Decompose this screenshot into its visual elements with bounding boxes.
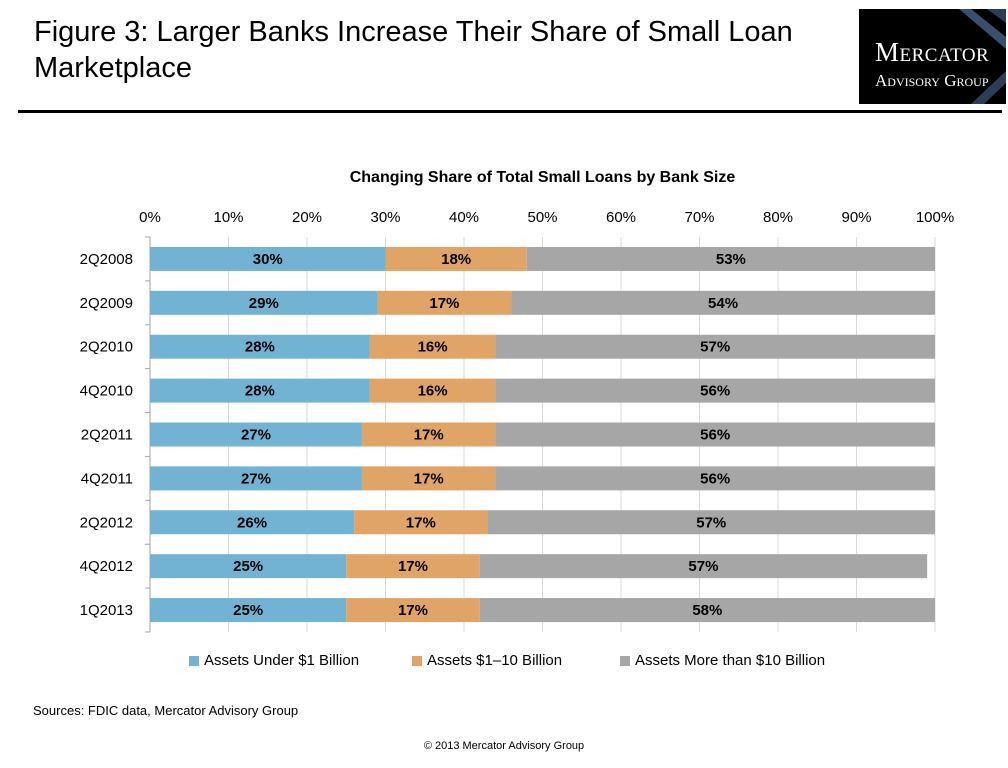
data-label: 57% <box>696 514 726 531</box>
bar-segment <box>361 466 496 491</box>
x-tick-label: 80% <box>763 209 793 226</box>
bar-segment <box>511 290 935 315</box>
category-label: 2Q2012 <box>80 514 133 531</box>
bar-segment <box>346 598 480 623</box>
bar-segment <box>369 378 496 403</box>
logo-line1: Mercator <box>875 37 990 67</box>
legend-label: Assets More than $10 Billion <box>635 652 826 669</box>
x-tick-label: 20% <box>292 209 322 226</box>
bar-segment <box>150 598 347 623</box>
data-label: 17% <box>414 427 444 444</box>
category-label: 1Q2013 <box>80 602 133 619</box>
category-label: 4Q2012 <box>80 558 133 575</box>
chart-legend: Assets Under $1 Billion Assets $1–10 Bill… <box>0 652 1008 672</box>
copyright-notice: © 2013 Mercator Advisory Group <box>423 740 585 752</box>
legend-swatch <box>189 655 199 666</box>
category-label: 4Q2010 <box>80 383 133 400</box>
x-tick-label: 0% <box>139 209 161 226</box>
legend-label: Assets Under $1 Billion <box>204 652 360 669</box>
bar-segment <box>150 290 378 315</box>
legend-item: Assets More than $10 Billion <box>620 652 825 669</box>
x-tick-label: 60% <box>606 209 636 226</box>
data-label: 57% <box>700 339 730 356</box>
data-label: 17% <box>414 470 444 487</box>
bar-segment <box>479 598 935 623</box>
category-label: 2Q2011 <box>81 427 133 444</box>
bar-segment <box>377 290 512 315</box>
data-label: 17% <box>429 295 459 312</box>
logo-x-mark-icon <box>959 9 1006 104</box>
data-label: 29% <box>249 295 279 312</box>
legend-item: Assets Under $1 Billion <box>189 652 359 669</box>
category-label: 2Q2009 <box>80 295 133 312</box>
logo-line2: Advisory Group <box>875 71 989 90</box>
bar-segment <box>346 554 480 579</box>
sources-note: Sources: FDIC data, Mercator Advisory Gr… <box>33 703 299 718</box>
bar-segment <box>150 554 347 579</box>
legend-label: Assets $1–10 Billion <box>427 652 563 669</box>
data-label: 56% <box>700 383 730 400</box>
data-label: 53% <box>716 251 746 268</box>
data-label: 17% <box>406 514 436 531</box>
data-label: 57% <box>688 558 718 575</box>
bar-segment <box>495 334 935 359</box>
data-label: 56% <box>700 427 730 444</box>
mercator-logo: Mercator Advisory Group <box>859 9 1006 104</box>
category-label: 4Q2011 <box>81 470 133 487</box>
legend-swatch <box>412 655 422 666</box>
data-label: 25% <box>233 602 263 619</box>
bar-segment <box>369 334 496 359</box>
title-divider <box>18 110 1002 113</box>
category-label: 2Q2010 <box>80 339 133 356</box>
data-label: 30% <box>253 251 283 268</box>
bar-segment <box>150 466 362 491</box>
x-tick-label: 30% <box>370 209 400 226</box>
bar-segment <box>479 554 928 579</box>
bar-segment <box>150 334 370 359</box>
bar-segment <box>495 378 935 403</box>
data-label: 17% <box>398 558 428 575</box>
bar-segment <box>487 510 935 535</box>
data-label: 18% <box>441 251 471 268</box>
bar-segment <box>495 466 935 491</box>
data-label: 25% <box>233 558 263 575</box>
x-tick-label: 90% <box>841 209 871 226</box>
bar-segment <box>385 246 527 271</box>
figure-title: Figure 3: Larger Banks Increase Their Sh… <box>34 16 793 84</box>
bar-segment <box>361 422 496 447</box>
chart-title: Changing Share of Total Small Loans by B… <box>350 169 736 186</box>
stacked-bar-chart: Changing Share of Total Small Loans by B… <box>80 169 954 633</box>
bar-segment <box>150 378 370 403</box>
data-label: 28% <box>245 383 275 400</box>
legend-swatch <box>620 655 630 666</box>
data-label: 56% <box>700 470 730 487</box>
data-label: 27% <box>241 427 271 444</box>
x-tick-label: 70% <box>684 209 714 226</box>
data-label: 54% <box>708 295 738 312</box>
legend-item: Assets $1–10 Billion <box>412 652 562 669</box>
x-tick-label: 100% <box>916 209 954 226</box>
bar-segment <box>150 422 362 447</box>
data-label: 58% <box>692 602 722 619</box>
data-label: 28% <box>245 339 275 356</box>
bar-segment <box>495 422 935 447</box>
bar-segment <box>354 510 488 535</box>
x-tick-label: 10% <box>213 209 243 226</box>
category-label: 2Q2008 <box>80 251 133 268</box>
x-tick-label: 40% <box>449 209 479 226</box>
data-label: 16% <box>418 339 448 356</box>
bar-segment <box>150 246 386 271</box>
x-tick-label: 50% <box>527 209 557 226</box>
data-label: 16% <box>418 383 448 400</box>
data-label: 27% <box>241 470 271 487</box>
data-label: 17% <box>398 602 428 619</box>
bar-segment <box>150 510 355 535</box>
bar-segment <box>526 246 935 271</box>
data-label: 26% <box>237 514 267 531</box>
